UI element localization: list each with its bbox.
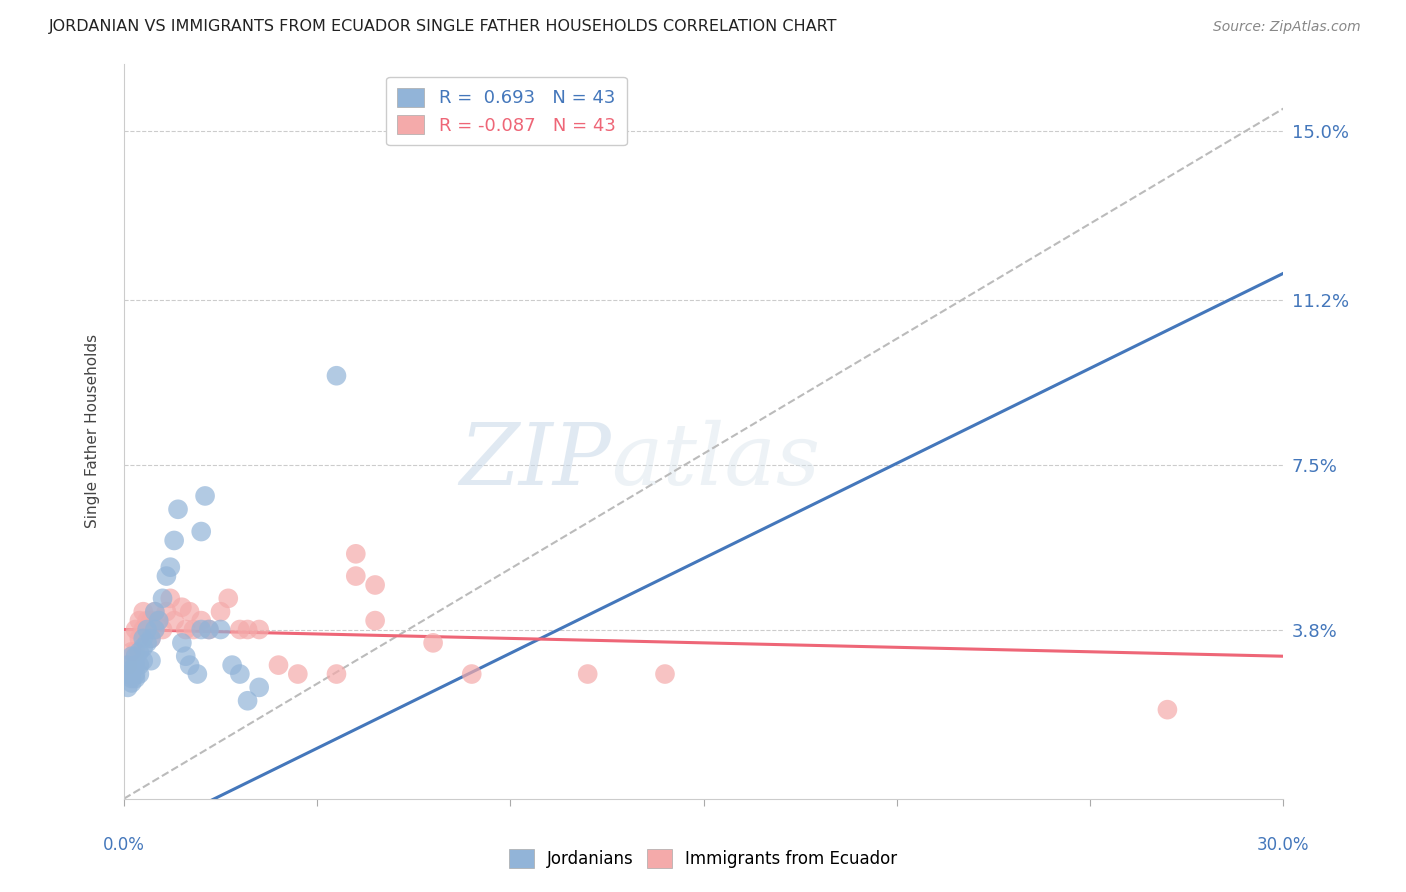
Point [167, 502, 190, 516]
Point [152, 591, 174, 606]
Point [190, 623, 212, 637]
Point [364, 614, 387, 628]
Point [128, 645, 150, 659]
Point [198, 623, 221, 637]
Text: 30.0%: 30.0% [1257, 836, 1309, 855]
Point [143, 623, 166, 637]
Point [247, 681, 270, 695]
Point [128, 632, 150, 646]
Point [143, 623, 166, 637]
Point [124, 649, 146, 664]
Point [170, 600, 193, 615]
Point [159, 591, 181, 606]
Legend: Jordanians, Immigrants from Ecuador: Jordanians, Immigrants from Ecuador [502, 843, 904, 875]
Point [344, 569, 367, 583]
Point [148, 614, 170, 628]
Point [139, 654, 162, 668]
Point [422, 636, 444, 650]
Point [179, 605, 201, 619]
Point [194, 489, 217, 503]
Point [654, 667, 676, 681]
Point [136, 614, 159, 628]
Point [139, 632, 162, 646]
Point [576, 667, 599, 681]
Point [186, 667, 208, 681]
Point [124, 623, 146, 637]
Point [174, 649, 197, 664]
Point [117, 681, 139, 695]
Point [221, 658, 243, 673]
Point [132, 640, 155, 655]
Point [198, 623, 221, 637]
Point [236, 623, 259, 637]
Point [183, 623, 205, 637]
Point [132, 605, 155, 619]
Point [236, 694, 259, 708]
Point [136, 636, 159, 650]
Point [124, 645, 146, 659]
Point [174, 623, 197, 637]
Point [148, 614, 170, 628]
Point [209, 605, 232, 619]
Point [159, 560, 181, 574]
Point [247, 623, 270, 637]
Point [461, 667, 484, 681]
Point [229, 667, 252, 681]
Point [287, 667, 309, 681]
Point [128, 658, 150, 673]
Point [121, 649, 143, 664]
Point [117, 667, 139, 681]
Point [143, 605, 166, 619]
Point [325, 667, 347, 681]
Text: 0.0%: 0.0% [103, 836, 145, 855]
Point [117, 658, 139, 673]
Point [128, 614, 150, 628]
Point [124, 672, 146, 686]
Point [267, 658, 290, 673]
Point [155, 605, 177, 619]
Point [121, 676, 143, 690]
Text: ZIP: ZIP [458, 419, 610, 502]
Point [124, 667, 146, 681]
Point [344, 547, 367, 561]
Point [139, 614, 162, 628]
Point [209, 623, 232, 637]
Point [132, 654, 155, 668]
Legend: R =  0.693   N = 43, R = -0.087   N = 43: R = 0.693 N = 43, R = -0.087 N = 43 [387, 77, 627, 145]
Point [132, 623, 155, 637]
Point [143, 605, 166, 619]
Text: JORDANIAN VS IMMIGRANTS FROM ECUADOR SINGLE FATHER HOUSEHOLDS CORRELATION CHART: JORDANIAN VS IMMIGRANTS FROM ECUADOR SIN… [49, 20, 838, 34]
Point [190, 614, 212, 628]
Point [121, 632, 143, 646]
Text: atlas: atlas [610, 419, 820, 502]
Point [190, 524, 212, 539]
Point [325, 368, 347, 383]
Point [163, 614, 186, 628]
Point [229, 623, 252, 637]
Point [217, 591, 239, 606]
Point [117, 658, 139, 673]
Point [121, 645, 143, 659]
Point [139, 632, 162, 646]
Point [128, 667, 150, 681]
Point [121, 672, 143, 686]
Point [179, 658, 201, 673]
Point [121, 663, 143, 677]
Point [124, 658, 146, 673]
Point [152, 623, 174, 637]
Point [364, 578, 387, 592]
Point [136, 623, 159, 637]
Point [132, 632, 155, 646]
Point [170, 636, 193, 650]
Point [1156, 703, 1178, 717]
Y-axis label: Single Father Households: Single Father Households [86, 334, 100, 528]
Point [155, 569, 177, 583]
Point [163, 533, 186, 548]
Point [136, 623, 159, 637]
Text: Source: ZipAtlas.com: Source: ZipAtlas.com [1213, 21, 1361, 34]
